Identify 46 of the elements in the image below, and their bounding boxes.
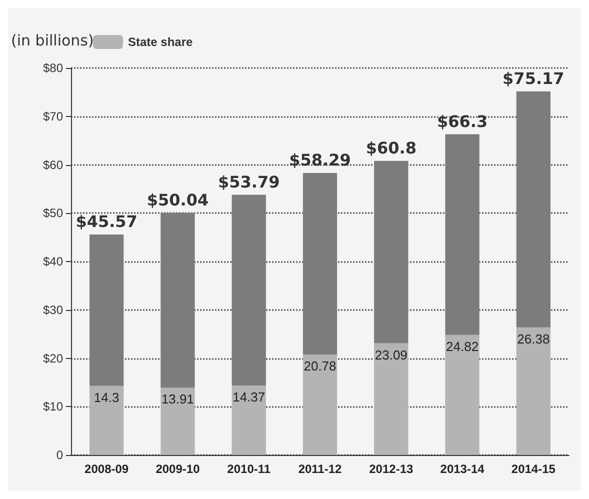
y-axis-title: (in billions) (11, 32, 94, 50)
bar (302, 173, 338, 354)
y-tick-label: $20 (42, 351, 64, 366)
data-label: 24.82 (446, 338, 479, 354)
y-tick-label: $50 (42, 206, 64, 220)
bar (232, 194, 266, 386)
data-label: 14.3 (94, 390, 120, 405)
x-tick-label: 2012-13 (369, 462, 414, 476)
x-tick-label: 2010-11 (227, 462, 271, 476)
bar (89, 386, 124, 455)
data-label: 14.37 (232, 389, 266, 404)
x-tick-label: 2011-12 (298, 462, 342, 476)
y-tick-label: $70 (42, 109, 64, 124)
data-label: 13.91 (161, 392, 194, 407)
total-label: $50.04 (146, 190, 209, 210)
total-label: $60.8 (366, 138, 416, 158)
bar (89, 234, 124, 386)
y-tick-label: $30 (42, 302, 64, 317)
bar (302, 354, 338, 455)
y-tick-label: $60 (42, 158, 64, 172)
bar (374, 343, 408, 455)
y-tick-label: $80 (42, 61, 64, 75)
x-tick-label: 2014-15 (511, 462, 556, 476)
total-label: $66.3 (436, 112, 488, 131)
bar (516, 327, 551, 455)
y-tick-label: $10 (42, 400, 64, 414)
legend-label: State share (128, 35, 194, 49)
bar (374, 160, 408, 344)
bar (160, 212, 195, 388)
total-label: $45.57 (76, 212, 138, 232)
bar (516, 91, 551, 328)
data-label: 20.78 (304, 358, 336, 374)
bar (445, 134, 480, 335)
x-tick-label: 2013-14 (440, 462, 485, 476)
data-label: 26.38 (517, 331, 550, 346)
x-tick-label: 2009-10 (156, 462, 200, 476)
x-tick-label: 2008-09 (84, 462, 129, 476)
y-tick-label: 0 (56, 448, 64, 462)
bar (445, 334, 480, 455)
bar (232, 385, 266, 455)
y-tick-label: $40 (42, 254, 64, 268)
bar (160, 388, 195, 455)
total-label: $58.29 (289, 150, 351, 170)
data-label: 23.09 (374, 347, 408, 362)
total-label: $53.79 (218, 172, 280, 192)
total-label: $75.17 (502, 68, 564, 88)
